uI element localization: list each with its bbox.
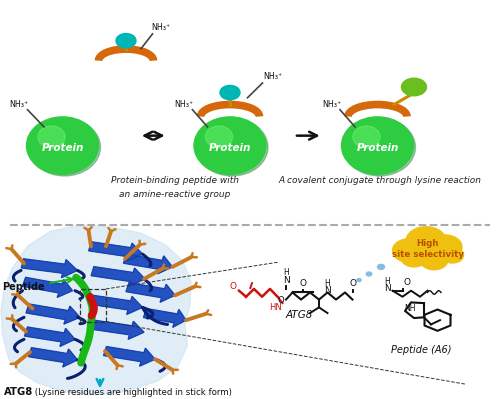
Circle shape [420, 250, 448, 270]
Text: NH: NH [404, 304, 415, 313]
Polygon shape [144, 308, 186, 327]
Text: H: H [324, 279, 330, 288]
Circle shape [206, 126, 233, 148]
Polygon shape [88, 242, 142, 261]
Text: Protein: Protein [209, 142, 251, 153]
Polygon shape [104, 347, 155, 366]
Circle shape [392, 239, 426, 262]
Text: H: H [384, 277, 390, 286]
Polygon shape [126, 282, 175, 302]
Circle shape [442, 247, 464, 263]
Text: O: O [278, 296, 284, 305]
Text: H: H [283, 269, 289, 277]
Text: NH₃⁺: NH₃⁺ [263, 72, 282, 81]
Text: O: O [299, 279, 306, 288]
Text: ATG8: ATG8 [4, 387, 33, 397]
Text: A covalent conjugate through lysine reaction: A covalent conjugate through lysine reac… [278, 176, 482, 185]
Polygon shape [1, 225, 191, 395]
Circle shape [406, 227, 446, 255]
Polygon shape [88, 295, 142, 314]
Circle shape [342, 117, 413, 174]
Text: N: N [384, 284, 391, 293]
Ellipse shape [220, 85, 240, 100]
Text: NH₃⁺: NH₃⁺ [174, 100, 194, 109]
Circle shape [401, 249, 427, 267]
Ellipse shape [402, 78, 426, 96]
Text: O: O [404, 279, 411, 287]
Text: an amine-reactive group: an amine-reactive group [120, 190, 230, 199]
Circle shape [194, 117, 266, 174]
Polygon shape [24, 327, 75, 346]
Text: High
site selectivity: High site selectivity [392, 239, 464, 259]
Text: (Lysine residues are highlighted in stick form): (Lysine residues are highlighted in stic… [32, 389, 232, 397]
Text: NH₃⁺: NH₃⁺ [322, 100, 341, 109]
Circle shape [353, 126, 380, 148]
Text: N: N [324, 286, 331, 295]
Polygon shape [124, 254, 172, 274]
Text: Protein: Protein [42, 142, 84, 153]
Polygon shape [28, 348, 78, 367]
Text: ATG8: ATG8 [286, 310, 314, 320]
Ellipse shape [116, 34, 136, 48]
Text: Peptide: Peptide [2, 277, 72, 292]
Text: O: O [349, 279, 356, 288]
Text: Protein: Protein [356, 142, 399, 153]
Text: Peptide (A6): Peptide (A6) [391, 345, 451, 355]
Polygon shape [22, 259, 78, 278]
Text: HN: HN [270, 302, 282, 312]
Circle shape [366, 272, 372, 276]
Text: N: N [282, 276, 290, 284]
Circle shape [357, 279, 361, 282]
Polygon shape [26, 304, 80, 324]
Text: O: O [229, 282, 236, 291]
Polygon shape [91, 267, 145, 286]
Text: NH₃⁺: NH₃⁺ [10, 100, 29, 109]
Text: NH₃⁺: NH₃⁺ [152, 24, 171, 32]
Circle shape [344, 119, 415, 176]
Polygon shape [90, 320, 144, 339]
Circle shape [196, 119, 268, 176]
Circle shape [28, 119, 101, 176]
Circle shape [38, 126, 65, 148]
Circle shape [428, 235, 462, 259]
Polygon shape [22, 277, 72, 297]
Circle shape [26, 117, 99, 174]
Circle shape [378, 265, 384, 269]
Text: Protein-binding peptide with: Protein-binding peptide with [111, 176, 239, 185]
